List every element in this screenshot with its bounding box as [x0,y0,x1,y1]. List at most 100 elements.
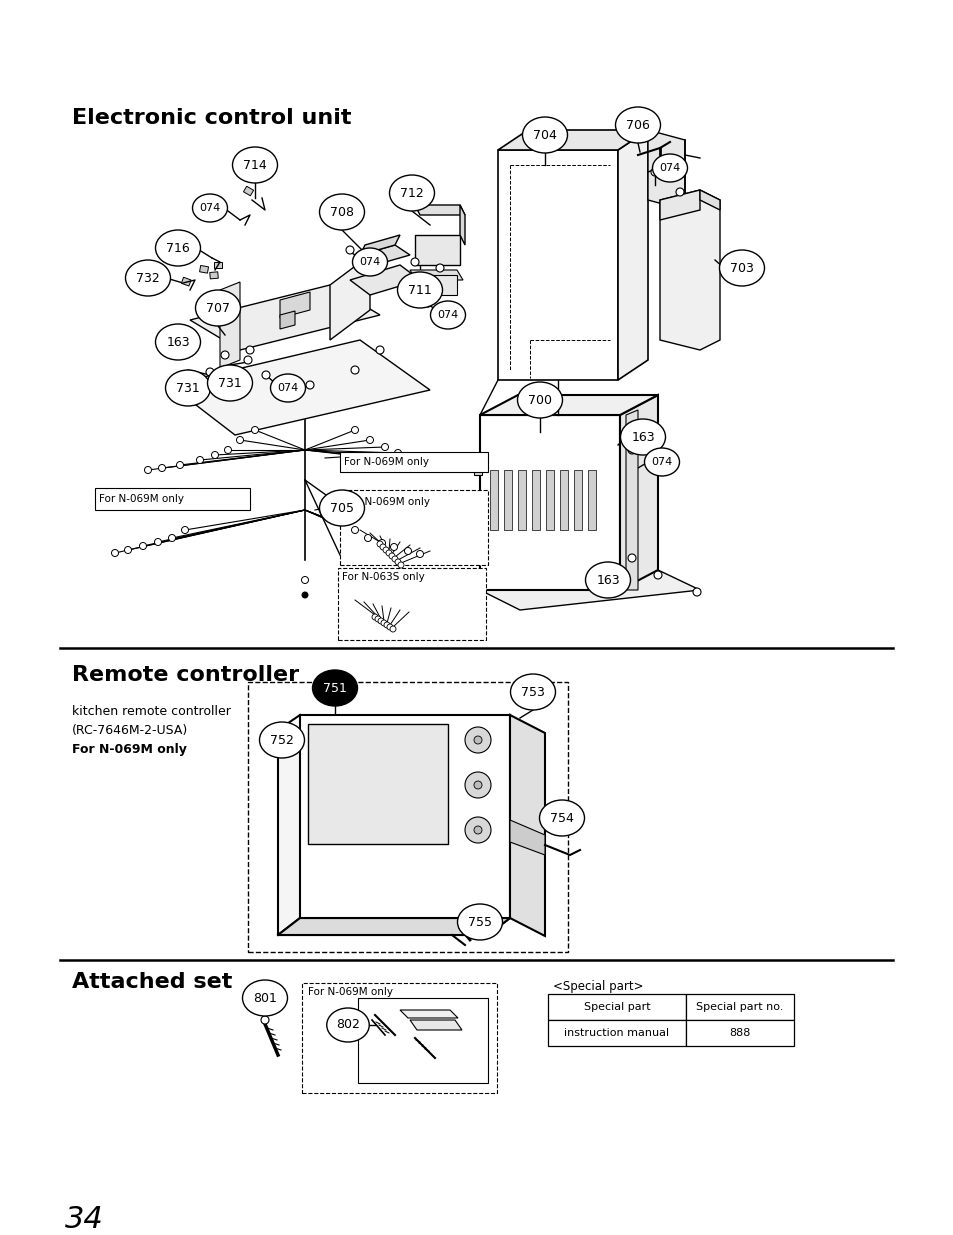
Polygon shape [399,1010,457,1018]
Circle shape [464,818,491,844]
Text: 163: 163 [166,336,190,348]
Ellipse shape [165,370,211,406]
Text: 751: 751 [323,682,347,694]
Circle shape [382,547,389,553]
Circle shape [423,299,432,308]
Polygon shape [415,205,464,215]
Bar [357,998,488,1083]
Circle shape [351,426,358,433]
Circle shape [364,535,371,541]
Circle shape [169,535,175,541]
Circle shape [387,624,393,630]
Text: 074: 074 [659,163,679,173]
Circle shape [306,382,314,389]
Bar [490,471,497,530]
Ellipse shape [352,248,387,275]
Polygon shape [243,186,253,196]
Polygon shape [497,130,647,149]
Polygon shape [224,303,233,311]
Circle shape [366,436,374,443]
Ellipse shape [719,249,763,287]
Circle shape [351,366,358,374]
Circle shape [346,246,354,254]
Ellipse shape [615,107,659,143]
Ellipse shape [313,671,357,706]
Polygon shape [190,285,379,350]
Bar [337,568,485,640]
Polygon shape [280,311,294,329]
Text: kitchen remote controller: kitchen remote controller [71,705,231,718]
Circle shape [154,538,161,546]
Circle shape [404,547,411,555]
Circle shape [416,551,423,557]
Circle shape [627,555,636,562]
Ellipse shape [457,904,502,940]
Text: instruction manual: instruction manual [564,1028,669,1037]
Text: 708: 708 [330,205,354,219]
Circle shape [236,436,243,443]
Circle shape [181,526,189,534]
Text: 752: 752 [270,734,294,746]
Circle shape [384,622,390,629]
Polygon shape [647,130,684,210]
Circle shape [397,562,403,568]
Ellipse shape [271,374,305,403]
Bar [547,1020,685,1046]
Bar [685,994,793,1020]
Text: 074: 074 [651,457,672,467]
Polygon shape [410,1020,461,1030]
Ellipse shape [155,324,200,359]
Circle shape [206,368,213,375]
Polygon shape [510,715,544,936]
Circle shape [377,618,384,624]
Text: 074: 074 [199,203,220,212]
Ellipse shape [259,722,304,758]
Polygon shape [415,275,456,295]
Text: 714: 714 [243,158,267,172]
Ellipse shape [430,301,465,329]
Circle shape [112,550,118,557]
Text: Remote controller: Remote controller [71,664,299,685]
Circle shape [379,543,386,550]
Circle shape [654,571,661,579]
Circle shape [389,553,395,559]
Text: 34: 34 [65,1205,104,1234]
Circle shape [431,462,438,468]
Circle shape [301,577,308,583]
Text: 705: 705 [330,501,354,515]
Circle shape [380,620,387,626]
Bar [532,471,539,530]
Circle shape [692,588,700,597]
Polygon shape [410,270,462,280]
Circle shape [464,772,491,798]
Ellipse shape [644,448,679,475]
Circle shape [676,188,683,196]
Circle shape [252,426,258,433]
Text: 716: 716 [166,242,190,254]
Circle shape [244,356,252,364]
Circle shape [224,447,232,453]
Bar [547,994,685,1020]
Ellipse shape [619,419,665,454]
Bar [503,471,512,530]
Text: 163: 163 [596,573,619,587]
Text: 704: 704 [533,128,557,142]
Text: 074: 074 [436,310,458,320]
Circle shape [411,258,418,266]
Polygon shape [280,291,310,317]
Circle shape [464,727,491,753]
Text: For N-069M only: For N-069M only [345,496,430,508]
Bar [339,452,488,472]
Text: For N-069M only: For N-069M only [99,494,184,504]
Circle shape [408,454,416,462]
Circle shape [176,462,183,468]
Polygon shape [479,571,700,610]
Ellipse shape [319,490,364,526]
Ellipse shape [327,1008,369,1042]
Ellipse shape [319,194,364,230]
Polygon shape [181,277,191,287]
Circle shape [375,616,380,622]
Text: 706: 706 [625,119,649,131]
Polygon shape [459,205,464,245]
Text: Attached set: Attached set [71,972,233,992]
